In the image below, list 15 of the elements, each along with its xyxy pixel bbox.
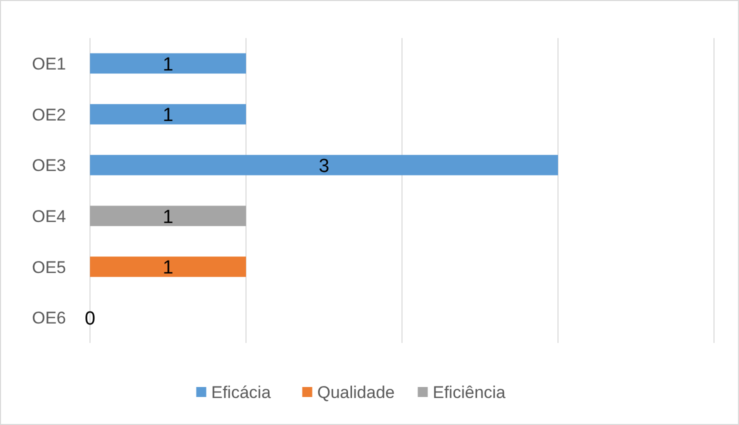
data-label: 0 (84, 308, 96, 330)
legend-label: Eficácia (211, 383, 272, 402)
legend-label: Eficiência (432, 383, 506, 402)
y-tick-label: OE2 (32, 105, 66, 124)
y-tick-label: OE6 (32, 308, 66, 328)
data-label: 1 (162, 206, 174, 228)
legend-label: Qualidade (317, 383, 395, 402)
data-label: 1 (162, 105, 174, 126)
y-tick-label: OE3 (32, 156, 66, 176)
data-label: 1 (162, 54, 174, 76)
y-tick-label: OE5 (32, 258, 66, 277)
y-tick-label: OE4 (32, 207, 66, 226)
data-label: 1 (162, 258, 174, 279)
y-tick-label: OE1 (32, 54, 66, 74)
data-label: 3 (318, 156, 330, 177)
